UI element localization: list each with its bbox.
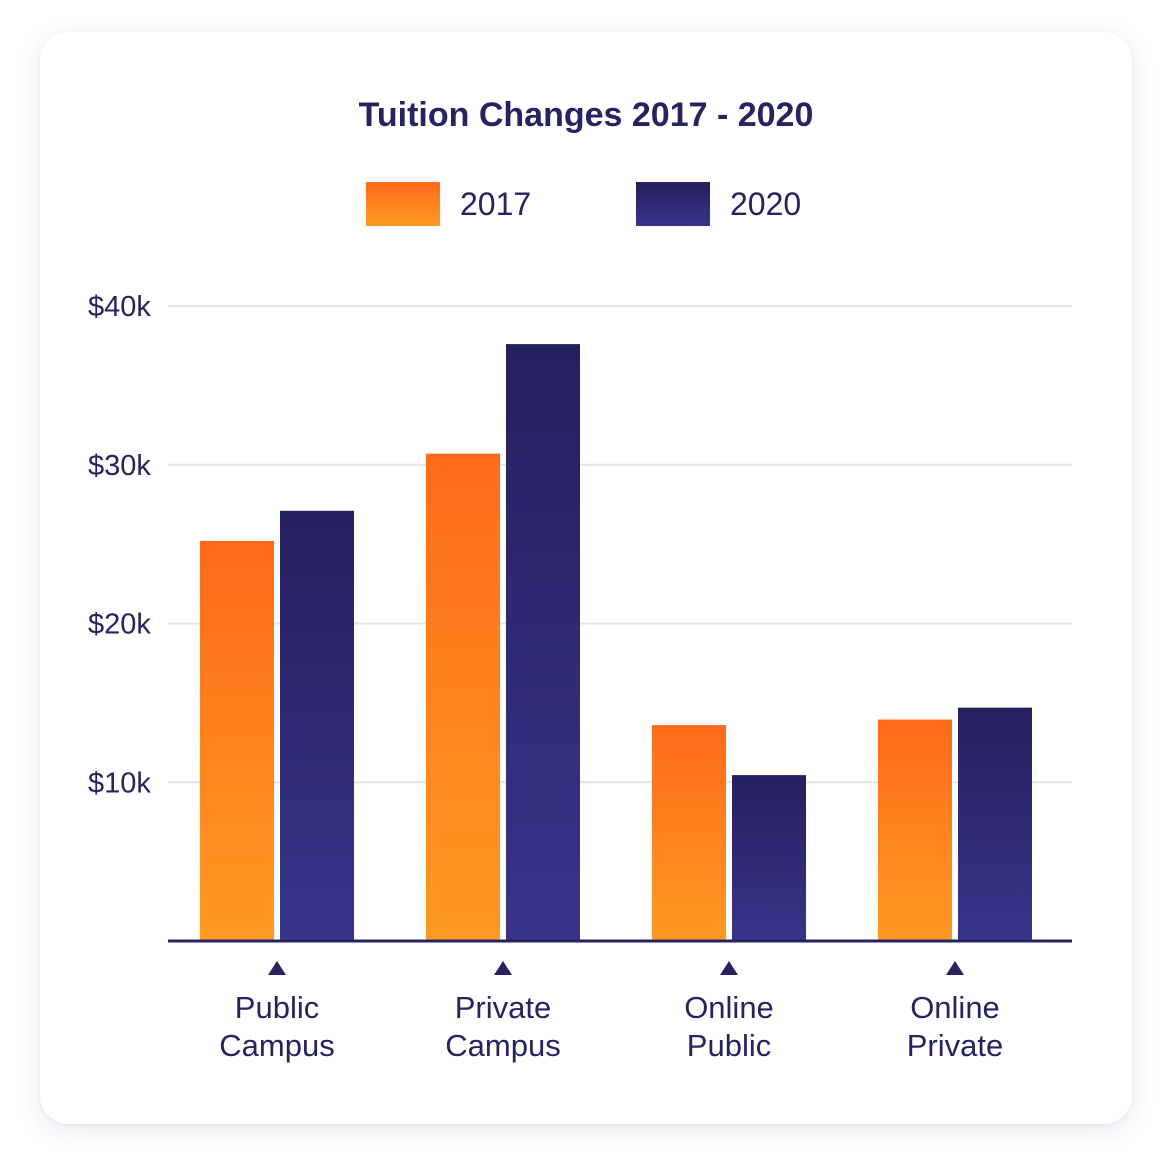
x-tick-label: Campus [445,1028,560,1063]
legend-label-2017: 2017 [460,186,532,222]
y-tick-label: $40k [88,291,151,323]
y-tick-label: $30k [88,450,151,482]
bar-2017-0 [200,540,274,941]
legend-swatch-2017 [366,182,440,226]
chart-title: Tuition Changes 2017 - 2020 [358,96,814,134]
bars [200,344,1032,942]
bar-2017-3 [878,719,952,941]
category-marker-icon [268,961,286,975]
x-tick-label: Online [910,990,1000,1025]
x-tick-label: Private [455,990,551,1025]
legend-swatch-2020 [636,182,710,226]
bar-2020-2 [732,775,806,941]
x-tick-label: Public [235,990,319,1025]
category-marker-icon [720,961,738,975]
bar-2020-3 [958,707,1032,941]
x-tick-label: Campus [219,1028,334,1063]
bar-2017-1 [426,453,500,941]
y-tick-label: $10k [88,767,151,799]
y-tick-label: $20k [88,609,151,641]
category-marker-icon [494,961,512,975]
legend-label-2020: 2020 [730,186,802,222]
x-tick-label: Online [684,990,774,1025]
bar-2017-2 [652,725,726,941]
category-marker-icon [946,961,964,975]
bar-2020-0 [280,510,354,941]
x-tick-label: Public [687,1028,771,1063]
x-axis [168,939,1072,975]
x-tick-label: Private [907,1028,1003,1063]
labels: $10k$20k$30k$40kPublicCampusPrivateCampu… [88,291,1003,1063]
bar-2020-1 [506,344,580,942]
